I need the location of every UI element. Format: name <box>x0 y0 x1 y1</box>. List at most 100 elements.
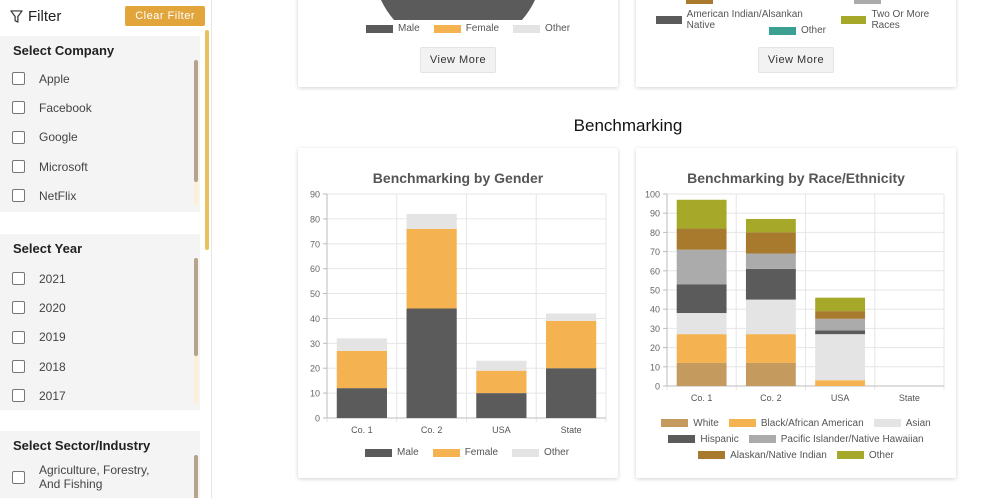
sector-option[interactable]: Agriculture, Forestry, And Fishing <box>0 459 200 495</box>
bar-segment[interactable] <box>815 330 866 335</box>
bar-segment[interactable] <box>745 218 796 233</box>
year-option[interactable]: 2019 <box>0 323 200 352</box>
legend-swatch-other <box>769 26 796 35</box>
view-more-button[interactable]: View More <box>758 47 834 73</box>
checkbox[interactable] <box>12 470 25 484</box>
gender-benchmark-card: Benchmarking by Gender 0 10 20 30 40 50 60 70 80… <box>298 148 618 478</box>
bar-segment[interactable] <box>406 213 457 229</box>
y-tick-label: 30 <box>310 339 320 349</box>
bar-segment[interactable] <box>815 380 866 386</box>
bar-segment[interactable] <box>745 362 796 386</box>
race-legend-row: American Indian/Alsankan Native Two Or M… <box>656 9 956 31</box>
view-more-button[interactable]: View More <box>420 47 496 73</box>
x-tick-label: Co. 1 <box>691 393 713 403</box>
bar-segment[interactable] <box>546 313 597 321</box>
bar-segment[interactable] <box>336 338 387 351</box>
legend-swatch-other <box>512 448 540 457</box>
x-tick-label: State <box>899 393 920 403</box>
company-option[interactable]: Google <box>0 123 200 152</box>
legend-swatch-partial <box>854 0 881 4</box>
checkbox[interactable] <box>12 72 25 86</box>
year-option[interactable]: 2021 <box>0 264 200 293</box>
bar-segment[interactable] <box>336 350 387 389</box>
company-option[interactable]: Microsoft <box>0 152 200 181</box>
checkbox[interactable] <box>12 330 25 344</box>
bar-segment[interactable] <box>815 334 866 381</box>
bar-segment[interactable] <box>406 228 457 309</box>
gender-overview-card: Male Female Other View More <box>298 0 618 87</box>
sidebar-scrollbar[interactable] <box>205 30 209 250</box>
company-option[interactable]: Facebook <box>0 93 200 122</box>
y-tick-label: 60 <box>310 264 320 274</box>
y-tick-label: 10 <box>310 389 320 399</box>
bar-segment[interactable] <box>676 199 727 229</box>
bar-segment[interactable] <box>546 320 597 369</box>
legend-swatch-white <box>661 419 689 427</box>
legend-swatch-pacific <box>748 435 776 443</box>
checkbox[interactable] <box>12 301 25 315</box>
bar-segment[interactable] <box>336 388 387 418</box>
checkbox[interactable] <box>12 160 25 174</box>
y-tick-label: 80 <box>310 214 320 224</box>
legend-swatch-partial <box>686 0 713 4</box>
legend-label: Male <box>398 23 420 34</box>
legend-swatch-male <box>365 448 392 457</box>
gender-chart-legend: Male Female Other <box>365 447 569 458</box>
checkbox[interactable] <box>12 360 25 374</box>
bar-segment[interactable] <box>745 232 796 254</box>
bar-segment[interactable] <box>406 308 457 418</box>
filter-title: Filter <box>28 7 62 25</box>
race-overview-card: American Indian/Alsankan Native Two Or M… <box>636 0 956 87</box>
legend-swatch-alaskan <box>698 451 726 459</box>
filter-header: Filter Clear Filter <box>0 0 211 32</box>
legend-label: Black/African American <box>760 417 864 429</box>
bar-segment[interactable] <box>745 299 796 335</box>
bar-segment[interactable] <box>815 297 866 312</box>
checkbox[interactable] <box>12 389 25 403</box>
company-scroll-thumb[interactable] <box>194 60 198 182</box>
legend-swatch-asian <box>873 419 901 427</box>
funnel-icon <box>10 9 23 23</box>
bar-segment[interactable] <box>745 253 796 269</box>
bar-segment[interactable] <box>676 284 727 314</box>
bar-segment[interactable] <box>476 393 527 418</box>
bar-segment[interactable] <box>476 360 527 371</box>
bar-segment[interactable] <box>815 318 866 331</box>
bar-segment[interactable] <box>745 334 796 363</box>
legend-swatch-hispanic <box>668 435 696 443</box>
company-option[interactable]: NetFlix <box>0 181 200 210</box>
bar-segment[interactable] <box>815 311 866 319</box>
company-option[interactable]: Apple <box>0 64 200 93</box>
year-scroll-thumb[interactable] <box>194 258 198 356</box>
bar-segment[interactable] <box>676 313 727 335</box>
checkbox[interactable] <box>12 272 25 286</box>
y-tick-label: 90 <box>310 190 320 200</box>
chart-title: Benchmarking by Gender <box>372 170 544 186</box>
y-tick-label: 40 <box>310 314 320 324</box>
checkbox[interactable] <box>12 130 25 144</box>
legend-swatch-female <box>432 448 460 457</box>
y-tick-label: 50 <box>310 289 320 299</box>
sector-group-title: Select Sector/Industry <box>13 438 151 453</box>
bar-segment[interactable] <box>676 249 727 285</box>
race-legend-row: Other <box>769 25 826 36</box>
year-option[interactable]: 2020 <box>0 293 200 322</box>
bar-segment[interactable] <box>676 362 727 386</box>
year-option[interactable]: 2018 <box>0 352 200 381</box>
sector-scroll-thumb[interactable] <box>194 455 198 498</box>
bar-segment[interactable] <box>476 370 527 394</box>
gender-bar-chart: 0 10 20 30 40 50 60 70 80 90 Co. 1 Co. 2 USA State <box>310 190 607 435</box>
bar-segment[interactable] <box>676 228 727 250</box>
gender-legend: Male Female Other <box>366 23 570 34</box>
y-tick-label: 80 <box>650 228 660 238</box>
clear-filter-button[interactable]: Clear Filter <box>125 6 205 26</box>
year-option[interactable]: 2017 <box>0 381 200 410</box>
y-tick-label: 90 <box>650 209 660 219</box>
y-tick-label: 30 <box>650 324 660 334</box>
bar-segment[interactable] <box>676 334 727 363</box>
checkbox[interactable] <box>12 101 25 115</box>
bar-segment[interactable] <box>745 268 796 300</box>
legend-label: Other <box>801 25 827 36</box>
checkbox[interactable] <box>12 189 25 203</box>
bar-segment[interactable] <box>546 368 597 418</box>
